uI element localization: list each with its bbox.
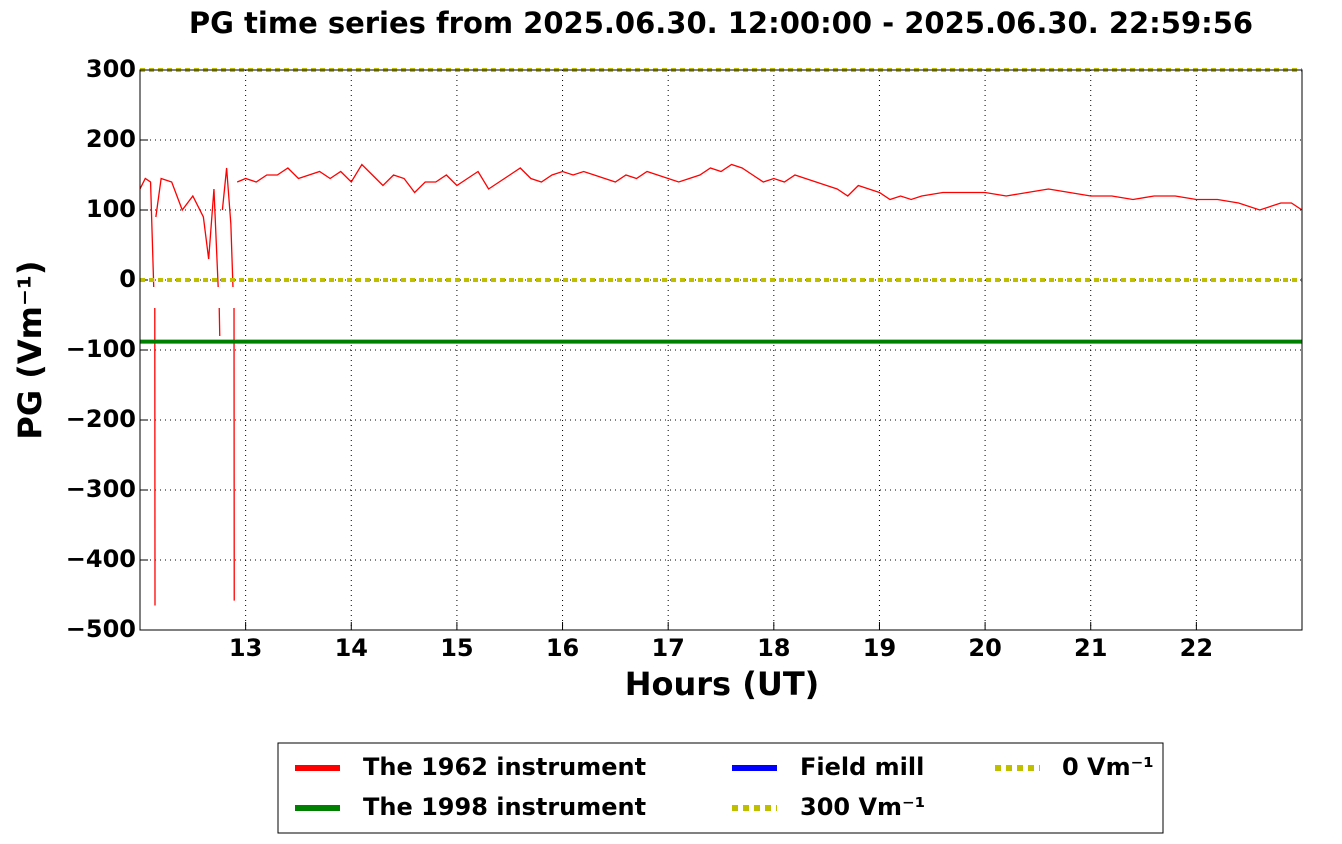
y-tick-label: −500 bbox=[66, 615, 136, 643]
y-tick-label: 0 bbox=[119, 265, 136, 293]
y-tick-label: −400 bbox=[66, 545, 136, 573]
chart-title: PG time series from 2025.06.30. 12:00:00… bbox=[189, 6, 1253, 40]
y-tick-label: 200 bbox=[86, 125, 136, 153]
series-line bbox=[140, 163, 1302, 606]
y-tick-label: −300 bbox=[66, 475, 136, 503]
y-tick-label: −200 bbox=[66, 405, 136, 433]
x-tick-label: 16 bbox=[546, 634, 579, 662]
x-tick-label: 20 bbox=[968, 634, 1001, 662]
x-tick-label: 15 bbox=[440, 634, 473, 662]
legend-label: The 1998 instrument bbox=[363, 793, 646, 821]
x-tick-label: 18 bbox=[757, 634, 790, 662]
y-axis-label: PG (Vm⁻¹) bbox=[11, 260, 49, 439]
y-tick-label: 300 bbox=[86, 55, 136, 83]
x-tick-label: 14 bbox=[335, 634, 368, 662]
x-axis-label: Hours (UT) bbox=[625, 665, 820, 703]
legend-label: 300 Vm⁻¹ bbox=[800, 793, 925, 821]
legend-label: 0 Vm⁻¹ bbox=[1062, 753, 1154, 781]
y-tick-label: −100 bbox=[66, 335, 136, 363]
x-tick-label: 22 bbox=[1180, 634, 1213, 662]
legend-box bbox=[277, 742, 1164, 834]
y-tick-label: 100 bbox=[86, 195, 136, 223]
legend-label: Field mill bbox=[800, 753, 924, 781]
plot-frame bbox=[139, 69, 1303, 631]
x-tick-label: 13 bbox=[229, 634, 262, 662]
x-tick-label: 19 bbox=[863, 634, 896, 662]
legend-label: The 1962 instrument bbox=[363, 753, 646, 781]
x-tick-label: 21 bbox=[1074, 634, 1107, 662]
x-tick-label: 17 bbox=[651, 634, 684, 662]
